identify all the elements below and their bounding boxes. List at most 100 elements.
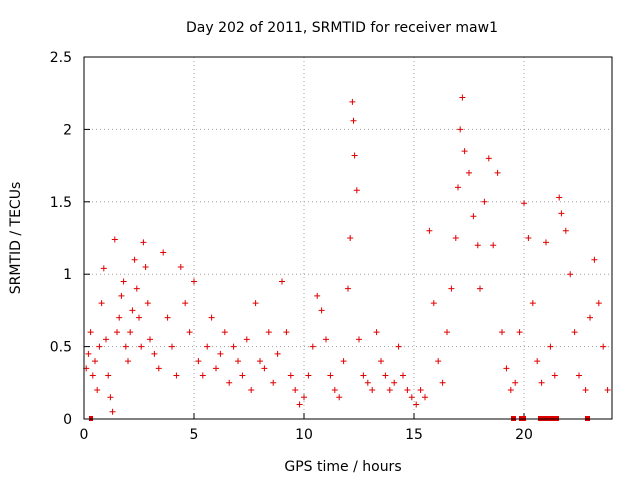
data-point (521, 200, 527, 207)
data-point (356, 336, 362, 343)
data-point (151, 350, 158, 357)
data-point (96, 343, 103, 350)
data-point (114, 329, 120, 336)
data-point (551, 372, 558, 379)
data-point (413, 401, 420, 408)
data-point (395, 343, 402, 350)
data-point (177, 263, 184, 270)
data-point (144, 300, 151, 307)
data-point (125, 358, 131, 365)
data-point (314, 292, 321, 299)
data-point (252, 300, 259, 307)
data-point (270, 379, 277, 386)
data-point (499, 329, 505, 336)
y-tick-label: 2 (63, 122, 72, 138)
y-tick-labels: 0 0.5 1 1.5 2 2.5 (50, 50, 72, 428)
data-point (556, 194, 563, 201)
data-point (461, 148, 468, 155)
data-point (336, 394, 343, 401)
data-point (261, 365, 268, 372)
data-point (408, 394, 415, 401)
data-point (571, 329, 578, 336)
data-point (221, 329, 228, 336)
data-point (351, 152, 358, 159)
data-point (116, 314, 123, 321)
data-point (595, 300, 602, 307)
data-point (382, 372, 389, 379)
data-point (85, 350, 92, 357)
data-point (587, 314, 593, 321)
data-point (239, 372, 246, 379)
data-point (591, 256, 598, 263)
data-point (182, 300, 189, 307)
data-point (155, 365, 162, 372)
data-point (562, 227, 569, 234)
x-tick-labels: 0 5 10 15 20 (80, 427, 533, 443)
data-point (340, 358, 347, 365)
data-point (140, 239, 147, 246)
data-point (248, 387, 255, 394)
data-point (481, 198, 488, 205)
data-point (226, 379, 233, 386)
data-point (516, 329, 523, 336)
data-point (100, 265, 107, 272)
data-point (323, 336, 329, 343)
data-point (477, 285, 483, 292)
data-point (164, 314, 171, 321)
data-point (470, 213, 477, 220)
data-point (439, 379, 446, 386)
data-point (485, 155, 492, 162)
data-point (318, 307, 325, 314)
y-tick-label: 0 (63, 412, 72, 428)
data-point (279, 278, 285, 285)
data-point (87, 329, 94, 336)
data-point (213, 365, 219, 372)
data-point (208, 314, 215, 321)
data-point (235, 358, 241, 365)
data-point (373, 329, 380, 336)
data-point (457, 126, 464, 133)
data-point (459, 94, 466, 101)
data-points (83, 94, 611, 415)
data-point (129, 307, 136, 314)
data-point (217, 350, 224, 357)
data-point (474, 242, 481, 249)
data-point (400, 372, 406, 379)
x-tick-label: 20 (515, 427, 533, 443)
data-point (199, 372, 206, 379)
x-tick-label: 10 (295, 427, 313, 443)
data-point (133, 285, 140, 292)
x-tick-label: 0 (80, 427, 89, 443)
data-point (136, 314, 142, 321)
data-point (349, 98, 356, 105)
data-point (503, 365, 510, 372)
data-point (435, 358, 442, 365)
data-point (448, 285, 455, 292)
data-point (567, 271, 574, 278)
data-point (160, 249, 167, 256)
data-point (426, 227, 433, 234)
data-point (347, 235, 354, 241)
data-point (105, 372, 112, 379)
data-point (369, 387, 376, 394)
data-point (494, 169, 501, 176)
data-point (331, 387, 338, 394)
data-point (173, 372, 180, 379)
data-point (287, 372, 294, 379)
data-point (327, 372, 334, 379)
data-point (558, 210, 565, 217)
data-point (131, 256, 138, 263)
data-point (391, 379, 398, 386)
data-point (604, 387, 611, 394)
y-tick-label: 2.5 (50, 50, 72, 66)
y-axis-label: SRMTID / TECUs (8, 182, 24, 295)
data-point (94, 387, 101, 394)
data-point (147, 336, 153, 343)
x-tick-label: 5 (190, 427, 199, 443)
data-point (378, 358, 384, 365)
data-point (292, 387, 299, 394)
data-point (230, 343, 237, 350)
data-point (538, 379, 545, 386)
data-point (305, 372, 312, 379)
data-point (534, 358, 541, 365)
